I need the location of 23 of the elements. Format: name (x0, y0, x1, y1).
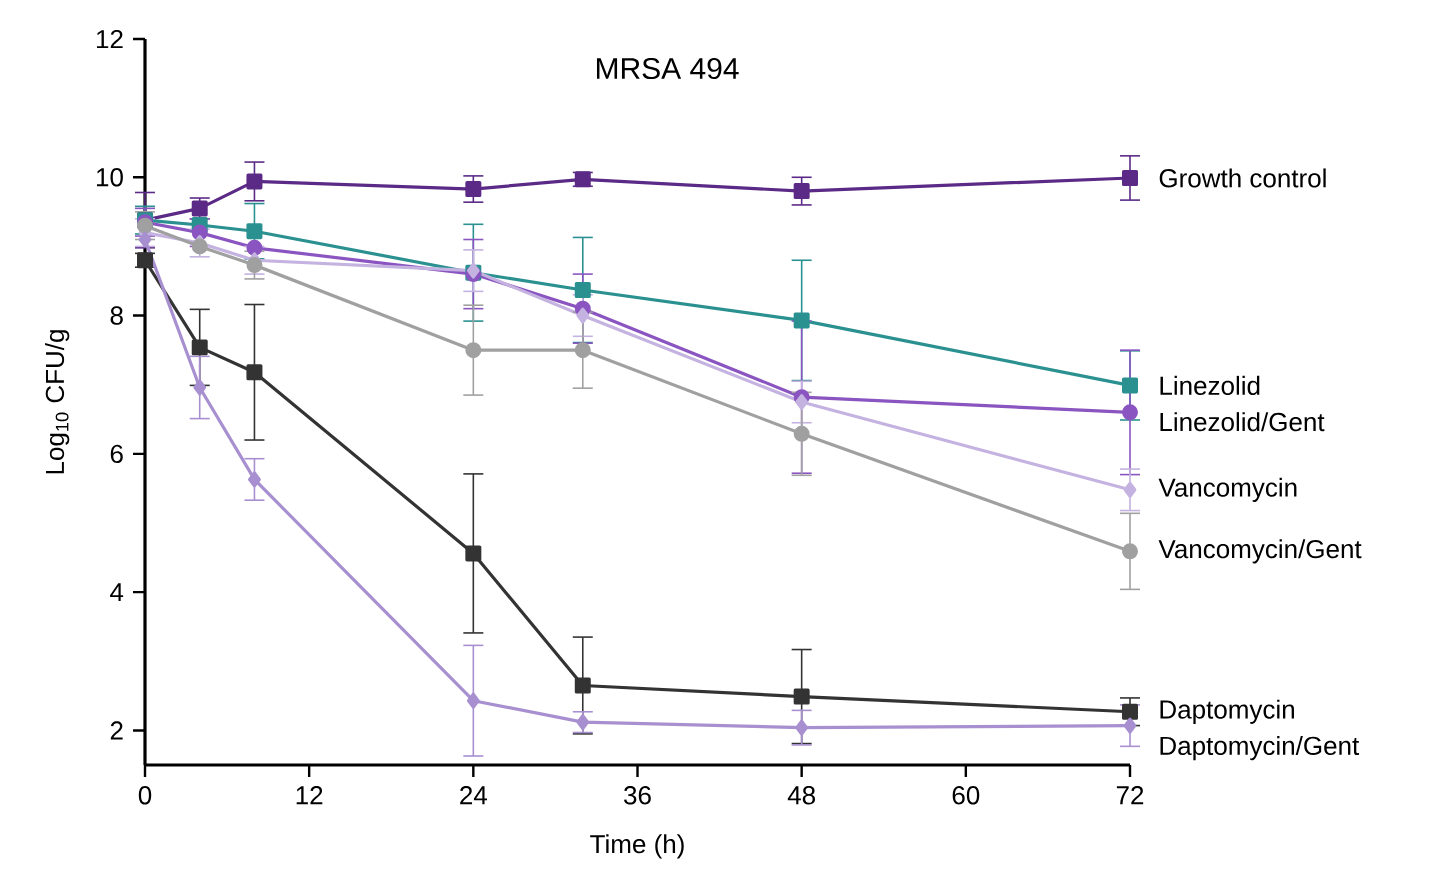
y-tick-label: 10 (96, 168, 123, 187)
series-label: Vancomycin (1158, 477, 1297, 502)
x-tick-label: 0 (138, 786, 152, 805)
series-label: Daptomycin (1160, 699, 1294, 724)
series-label: Daptomycin/Gent (1160, 735, 1360, 761)
y-tick-label: 12 (96, 29, 123, 49)
chart-title: MRSA 494 (596, 57, 739, 80)
y-axis-title: Log$_{10}$ CFU/g (45, 330, 70, 474)
x-tick-label: 72 (1116, 786, 1144, 805)
x-axis-title: Time (h) (590, 834, 684, 859)
y-tick-label: 2 (110, 721, 123, 740)
series-label: Vancomycin/Gent (1158, 539, 1362, 564)
series-label: Linezolid (1160, 375, 1260, 395)
x-tick-label: 48 (787, 786, 815, 805)
y-tick-label: 6 (110, 444, 123, 464)
x-tick-label: 60 (952, 786, 980, 805)
y-tick-label: 4 (110, 583, 124, 602)
x-tick-label: 24 (460, 786, 488, 805)
x-tick-label: 12 (296, 786, 323, 805)
x-tick-label: 36 (624, 786, 651, 805)
series-label: Linezolid/Gent (1160, 412, 1325, 432)
y-tick-label: 8 (110, 306, 123, 325)
series-label: Growth control (1159, 168, 1326, 188)
